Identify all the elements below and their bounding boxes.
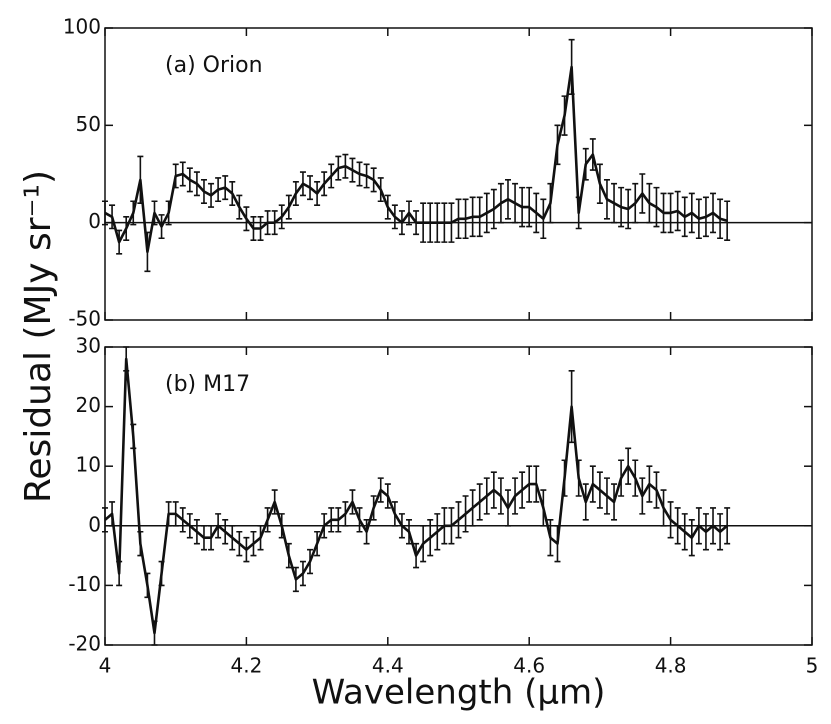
y-tick-label: 0 — [88, 209, 101, 233]
x-axis-label: Wavelength (μm) — [312, 673, 606, 713]
x-tick-label: 4.8 — [655, 654, 687, 678]
panel-label: (a) Orion — [165, 53, 263, 78]
y-tick-label: -50 — [68, 307, 101, 331]
y-tick-label: -20 — [68, 632, 101, 656]
y-tick-label: 100 — [63, 15, 101, 39]
y-tick-label: 0 — [88, 512, 101, 536]
panel-label: (b) M17 — [165, 372, 250, 397]
y-axis-label: Residual (MJy sr⁻¹) — [18, 170, 59, 503]
x-tick-label: 4 — [99, 654, 112, 678]
data-line — [104, 357, 728, 635]
x-tick-label: 4.4 — [372, 654, 404, 678]
x-tick-label: 4.6 — [513, 654, 545, 678]
y-tick-label: 10 — [76, 453, 101, 477]
y-tick-label: -10 — [68, 572, 101, 596]
y-tick-label: 30 — [76, 334, 101, 358]
plot-frame — [104, 346, 813, 646]
error-bar — [102, 200, 108, 226]
x-tick-label: 4.2 — [230, 654, 262, 678]
y-tick-label: 20 — [76, 393, 101, 417]
plot-frame — [104, 27, 813, 321]
x-tick-label: 5 — [806, 654, 819, 678]
data-line — [104, 65, 728, 254]
y-tick-label: 50 — [76, 112, 101, 136]
